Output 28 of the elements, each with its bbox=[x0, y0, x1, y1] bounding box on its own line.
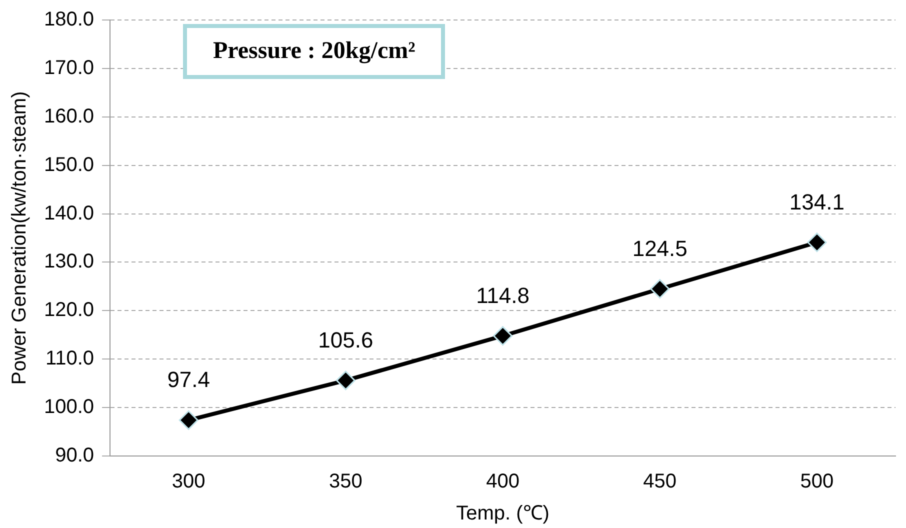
point bbox=[650, 279, 670, 299]
data-label: 105.6 bbox=[318, 327, 374, 352]
point bbox=[493, 326, 513, 346]
y-tick-label: 90.0 bbox=[55, 444, 94, 467]
point bbox=[807, 232, 827, 252]
data-label: 124.5 bbox=[632, 236, 688, 261]
y-tick-label: 150.0 bbox=[44, 154, 94, 176]
x-axis-title: Temp. (℃) bbox=[456, 502, 550, 525]
data-label: 114.8 bbox=[476, 282, 530, 308]
y-axis-title: Power Generation(kw/ton·steam) bbox=[8, 91, 31, 385]
data-label: 134.1 bbox=[789, 189, 844, 214]
y-tick-label: 130.0 bbox=[44, 250, 94, 273]
x-tick-label: 300 bbox=[172, 470, 206, 493]
y-tick-label: 120.0 bbox=[44, 299, 94, 322]
x-tick-label: 400 bbox=[486, 470, 520, 493]
y-tick-label: 180.0 bbox=[44, 8, 94, 31]
annotation: Pressure : 20kg/cm² bbox=[183, 24, 446, 79]
x-tick-label: 500 bbox=[800, 470, 834, 493]
point bbox=[178, 410, 198, 430]
y-tick-label: 160.0 bbox=[44, 105, 94, 128]
y-tick-label: 170.0 bbox=[44, 56, 94, 79]
data-label: 97.4 bbox=[167, 367, 210, 392]
point bbox=[336, 370, 356, 390]
x-tick-label: 350 bbox=[328, 470, 362, 493]
y-tick-label: 140.0 bbox=[44, 202, 94, 224]
x-tick-label: 450 bbox=[643, 470, 677, 493]
y-tick-label: 110.0 bbox=[45, 348, 94, 370]
y-tick-label: 100.0 bbox=[44, 396, 94, 418]
